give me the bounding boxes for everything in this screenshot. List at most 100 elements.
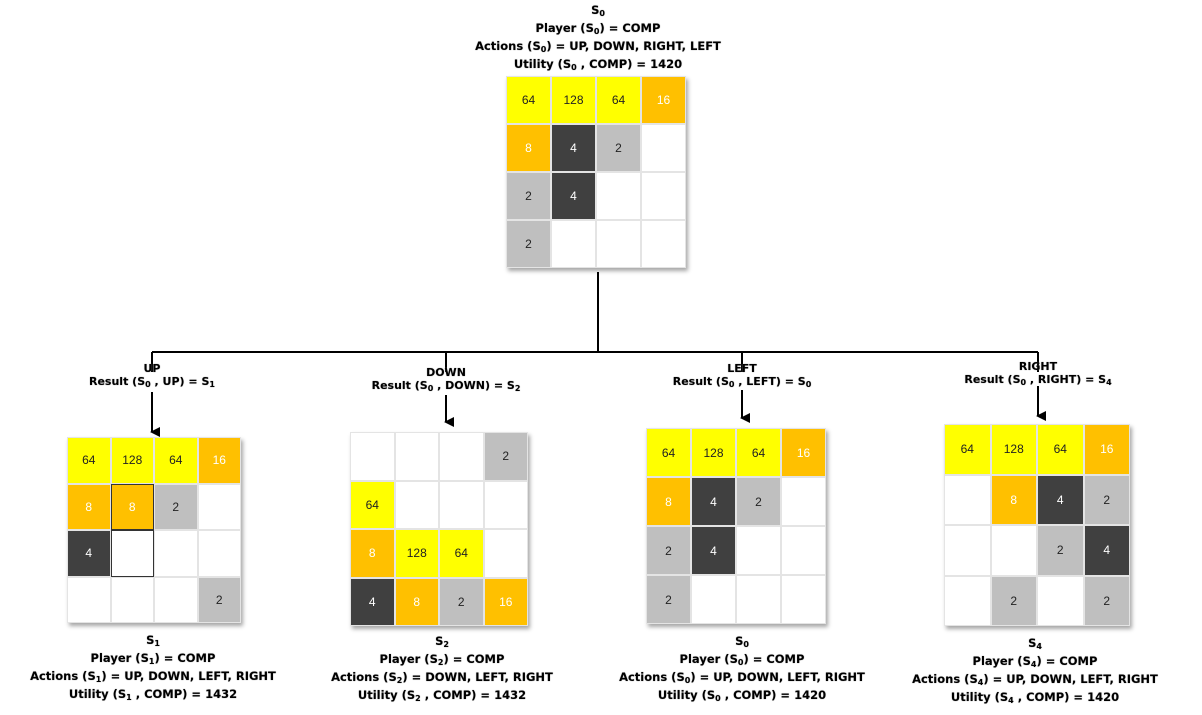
child-2-tile: 64: [736, 428, 781, 477]
child-0-tile: 8: [67, 483, 111, 530]
root-tile: 2: [506, 220, 551, 268]
child-2-tile: 2: [736, 477, 781, 526]
child-2-tile: 16: [781, 428, 826, 477]
child-3-tile: 2: [1037, 525, 1084, 576]
root-tile: 2: [596, 124, 641, 172]
root-actions: Actions (S0) = UP, DOWN, RIGHT, LEFT: [475, 39, 721, 54]
s2-board: 2 64 8 128 64 4 8 2 16: [350, 432, 528, 626]
s2-actions: Actions (S2) = DOWN, LEFT, RIGHT: [331, 670, 553, 685]
child-3-tile: 2: [1083, 474, 1130, 525]
child-2-tile: [781, 526, 826, 575]
s2-utility: Utility (S2 , COMP) = 1432: [357, 688, 527, 703]
root-tile: 64: [506, 76, 551, 124]
child-1-tile: 64: [350, 480, 395, 529]
root-tile: 128: [551, 76, 596, 124]
s0-left-player: Player (S0) = COMP: [679, 652, 805, 667]
child-2-tile: 2: [646, 526, 691, 575]
root-tile: 4: [551, 172, 596, 220]
child-2-tile: 4: [691, 477, 736, 526]
child-0-tile: [197, 530, 241, 577]
child-0-tile: [197, 483, 241, 530]
child-0-tile: 8: [110, 483, 154, 530]
root-tile: 8: [506, 124, 551, 172]
child-1-tile: [394, 432, 439, 481]
child-2-tile: 8: [646, 477, 691, 526]
s1-title: S1: [146, 633, 160, 648]
child-3-tile: 2: [1083, 575, 1130, 626]
child-0-tile: 16: [197, 437, 241, 484]
right-result-label: RIGHT Result (S0 , RIGHT) = S4: [948, 360, 1128, 389]
root-state-label: S0 Player (S0) = COMP Actions (S0) = UP,…: [448, 3, 748, 75]
root-tile: 64: [596, 76, 641, 124]
child-3-tile: 16: [1083, 424, 1130, 475]
root-tile: 4: [551, 124, 596, 172]
root-tile: 2: [506, 172, 551, 220]
child-1-tile: 8: [350, 529, 395, 578]
root-board: 64 128 64 16 8 4 2 2 4 2: [506, 76, 686, 268]
s2-title: S2: [435, 634, 449, 649]
down-action: DOWN: [426, 366, 466, 379]
up-action: UP: [143, 362, 161, 375]
s4-state-label: S4 Player (S4) = COMP Actions (S4) = UP,…: [885, 636, 1185, 708]
child-2-tile: 4: [691, 526, 736, 575]
child-2-tile: [736, 575, 781, 624]
child-3-tile: [1037, 575, 1084, 626]
child-3-tile: 4: [1083, 525, 1130, 576]
s4-actions: Actions (S4) = UP, DOWN, LEFT, RIGHT: [912, 672, 1158, 687]
child-0-tile: [67, 576, 111, 623]
right-result: Result (S0 , RIGHT) = S4: [964, 373, 1112, 387]
child-2-tile: [781, 477, 826, 526]
s4-board: 64 128 64 16 8 4 2 2 4 2 2: [944, 424, 1130, 626]
s2-player: Player (S2) = COMP: [379, 652, 505, 667]
child-0-tile: 64: [67, 437, 111, 484]
root-tile: [596, 172, 641, 220]
s1-utility: Utility (S1 , COMP) = 1432: [68, 687, 238, 702]
child-2-tile: [691, 575, 736, 624]
child-0-tile: 64: [154, 437, 198, 484]
s4-utility: Utility (S4 , COMP) = 1420: [950, 690, 1120, 705]
s2-state-label: S2 Player (S2) = COMP Actions (S2) = DOW…: [292, 634, 592, 706]
s4-title: S4: [1028, 636, 1042, 651]
root-utility: Utility (S0 , COMP) = 1420: [513, 57, 683, 72]
root-tile: 16: [641, 76, 686, 124]
child-0-tile: 128: [110, 437, 154, 484]
right-action: RIGHT: [1018, 360, 1058, 373]
child-0-tile: [110, 530, 154, 577]
root-tile: [551, 220, 596, 268]
child-1-tile: 2: [439, 577, 484, 626]
root-player: Player (S0) = COMP: [535, 21, 661, 36]
left-action: LEFT: [727, 362, 757, 375]
child-2-tile: [781, 575, 826, 624]
child-3-tile: 4: [1037, 474, 1084, 525]
s1-state-label: S1 Player (S1) = COMP Actions (S1) = UP,…: [3, 633, 303, 705]
left-result-label: LEFT Result (S0 , LEFT) = S0: [652, 362, 832, 391]
child-0-tile: [110, 576, 154, 623]
child-3-tile: 64: [944, 424, 991, 475]
child-3-tile: [944, 474, 991, 525]
child-2-tile: 128: [691, 428, 736, 477]
root-tile: [641, 172, 686, 220]
child-1-tile: [350, 432, 395, 481]
down-result-label: DOWN Result (S0 , DOWN) = S2: [356, 366, 536, 395]
child-3-tile: 64: [1037, 424, 1084, 475]
root-tile: [641, 124, 686, 172]
s0-left-actions: Actions (S0) = UP, DOWN, LEFT, RIGHT: [619, 670, 865, 685]
child-3-tile: [990, 525, 1037, 576]
s4-player: Player (S4) = COMP: [972, 654, 1098, 669]
root-title: S0: [591, 3, 605, 18]
child-1-tile: 2: [483, 432, 528, 481]
child-2-tile: 2: [646, 575, 691, 624]
child-0-tile: 4: [67, 530, 111, 577]
child-0-tile: 2: [154, 483, 198, 530]
s0-left-board: 64 128 64 16 8 4 2 2 4 2: [646, 428, 826, 624]
child-1-tile: 64: [439, 529, 484, 578]
s1-player: Player (S1) = COMP: [90, 651, 216, 666]
root-tile: [596, 220, 641, 268]
child-3-tile: 8: [990, 474, 1037, 525]
child-1-tile: [483, 480, 528, 529]
child-0-tile: [154, 530, 198, 577]
child-2-tile: 64: [646, 428, 691, 477]
child-3-tile: 2: [990, 575, 1037, 626]
s0-left-title: S0: [735, 634, 749, 649]
